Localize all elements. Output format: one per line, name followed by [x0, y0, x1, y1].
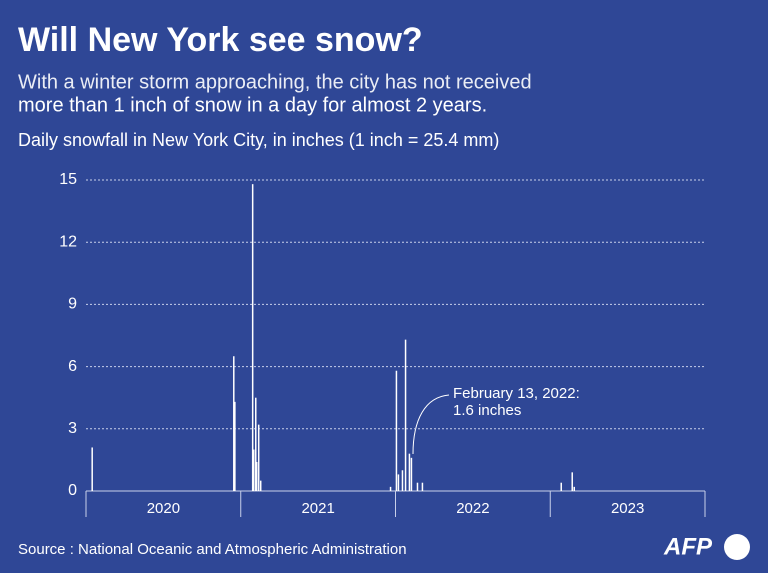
bar [404, 339, 407, 491]
x-tick-label: 2020 [147, 500, 180, 517]
axis-title: Daily snowfall in New York City, in inch… [18, 130, 499, 150]
bar [91, 447, 93, 491]
bar [408, 453, 411, 491]
y-tick-label: 12 [59, 233, 77, 250]
y-tick-label: 3 [68, 420, 77, 437]
y-tick-label: 15 [59, 171, 77, 188]
subtitle: more than 1 inch of snow in a day for al… [18, 94, 487, 116]
bar [401, 470, 404, 491]
y-tick-label: 9 [68, 296, 77, 313]
y-tick-label: 6 [68, 358, 77, 375]
x-tick-label: 2023 [611, 500, 644, 517]
bar [560, 482, 562, 491]
bar [397, 474, 400, 491]
annotation: 1.6 inches [453, 402, 521, 419]
bar [421, 482, 424, 491]
bar [251, 184, 254, 491]
bar [255, 461, 258, 491]
bar [416, 482, 419, 491]
x-tick-label: 2021 [301, 500, 334, 517]
bar [257, 424, 260, 491]
logo: AFP [663, 533, 713, 560]
x-tick-label: 2022 [456, 500, 489, 517]
bar [410, 457, 413, 491]
annotation: February 13, 2022: [453, 385, 580, 402]
bar [233, 356, 235, 491]
logo-dot [724, 534, 750, 560]
bar [573, 486, 575, 491]
chart-title: Will New York see snow? [18, 21, 423, 59]
bar [571, 472, 573, 491]
bar [234, 401, 236, 491]
y-tick-label: 0 [68, 482, 77, 499]
source: Source : National Oceanic and Atmospheri… [18, 541, 407, 558]
bar [395, 370, 398, 491]
annotation-line [412, 394, 450, 455]
subtitle: With a winter storm approaching, the cit… [18, 71, 532, 93]
bar [259, 480, 262, 491]
bar [255, 397, 257, 491]
bar [389, 486, 392, 491]
bar [252, 449, 255, 491]
